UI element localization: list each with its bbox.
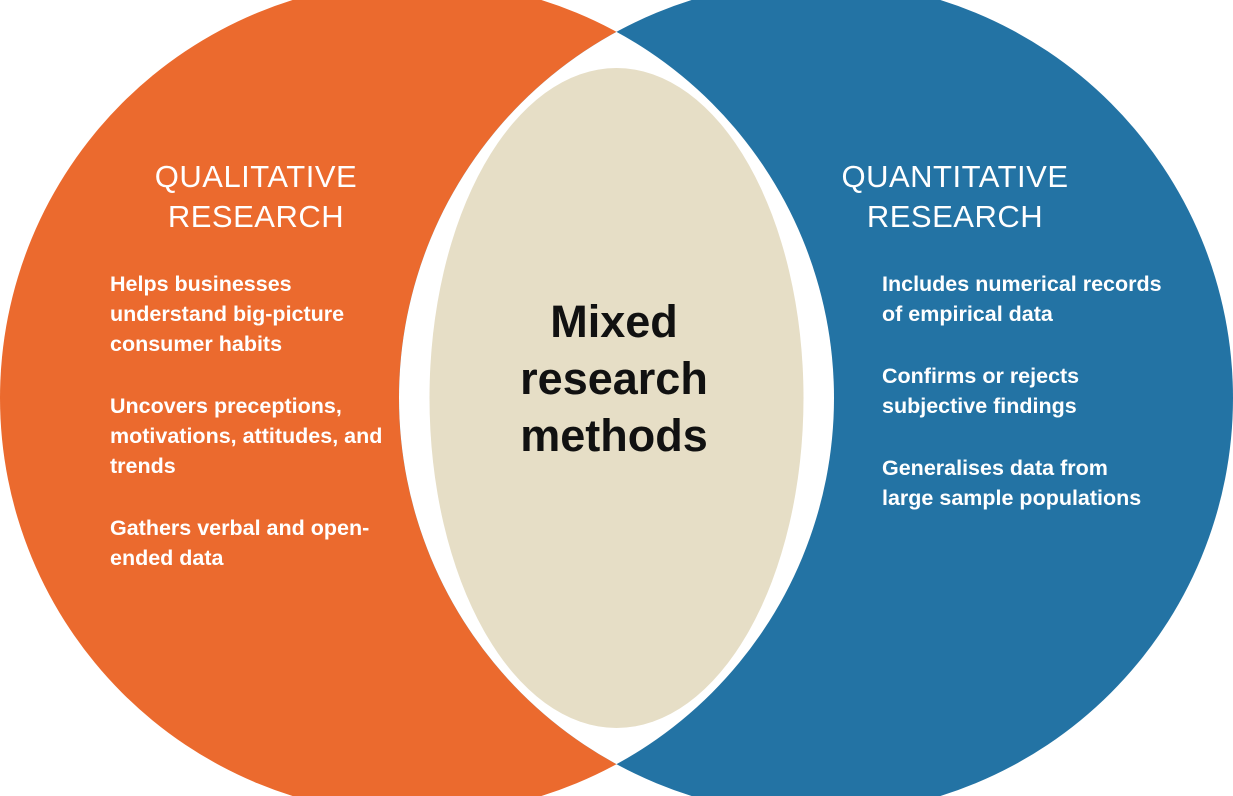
quantitative-point: Includes numerical records of empirical … [882, 272, 1162, 326]
quantitative-point: Generalises data from large sample popul… [882, 456, 1142, 510]
qualitative-title-line-1: QUALITATIVE [154, 159, 358, 194]
quantitative-title-line-1: QUANTITATIVE [841, 159, 1069, 194]
qualitative-point: Uncovers preceptions, motivations, attit… [110, 394, 383, 478]
qualitative-points: Helps businesses understand big-picture … [110, 269, 410, 605]
mixed-methods-overlap [429, 68, 804, 728]
quantitative-point: Confirms or rejects subjective findings [882, 364, 1080, 418]
qualitative-title: QUALITATIVE RESEARCH [116, 157, 396, 237]
mixed-methods-line-1: Mixed [550, 296, 678, 347]
mixed-methods-label: Mixed research methods [464, 293, 764, 464]
qualitative-point: Helps businesses understand big-picture … [110, 272, 345, 356]
mixed-methods-line-2: research [520, 353, 708, 404]
quantitative-title-line-2: RESEARCH [866, 199, 1044, 234]
qualitative-point: Gathers verbal and open-ended data [110, 516, 370, 570]
quantitative-title: QUANTITATIVE RESEARCH [800, 157, 1110, 237]
quantitative-points: Includes numerical records of empirical … [882, 269, 1164, 545]
mixed-methods-line-3: methods [520, 410, 708, 461]
qualitative-title-line-2: RESEARCH [167, 199, 345, 234]
